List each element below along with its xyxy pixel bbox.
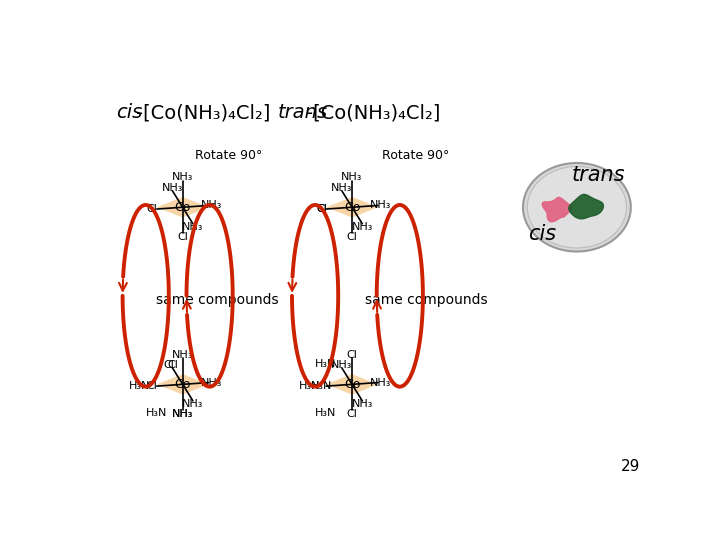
Text: Cl: Cl <box>147 204 158 214</box>
Text: Cl: Cl <box>164 360 175 370</box>
Text: NH₃: NH₃ <box>331 360 353 370</box>
Text: NH₃: NH₃ <box>201 200 222 211</box>
Polygon shape <box>542 197 572 222</box>
Text: same compounds: same compounds <box>366 293 488 307</box>
Text: H₃N: H₃N <box>315 359 336 369</box>
Text: NH₃: NH₃ <box>172 409 194 419</box>
Text: H₃N: H₃N <box>129 381 150 391</box>
Text: Co: Co <box>174 201 191 214</box>
Text: H₃N: H₃N <box>315 408 336 418</box>
Text: cis: cis <box>528 224 557 244</box>
Text: NH₃: NH₃ <box>370 200 392 211</box>
Ellipse shape <box>523 163 631 252</box>
Polygon shape <box>326 374 378 395</box>
Text: H₃N: H₃N <box>299 381 320 391</box>
Text: NH₃: NH₃ <box>331 183 353 193</box>
Polygon shape <box>157 374 209 395</box>
Text: H₃N: H₃N <box>145 408 167 418</box>
Text: Cl: Cl <box>167 360 178 370</box>
Polygon shape <box>569 194 603 219</box>
Text: Cl: Cl <box>147 381 158 391</box>
Text: Cl: Cl <box>316 204 327 214</box>
Text: NH₃: NH₃ <box>182 222 204 232</box>
Ellipse shape <box>527 166 626 248</box>
Text: -[Co(NH₃)₄Cl₂]: -[Co(NH₃)₄Cl₂] <box>306 103 440 122</box>
Text: same compounds: same compounds <box>156 293 279 307</box>
Text: NH₃: NH₃ <box>351 222 373 232</box>
Text: 29: 29 <box>621 459 641 474</box>
Text: Co: Co <box>344 378 360 391</box>
Text: Co: Co <box>174 378 191 391</box>
Text: Cl: Cl <box>316 204 327 214</box>
Text: NH₃: NH₃ <box>341 172 363 183</box>
Text: NH₃: NH₃ <box>182 399 204 409</box>
Text: Cl: Cl <box>177 232 188 242</box>
Text: NH₃: NH₃ <box>370 377 392 388</box>
Text: Rotate 90°: Rotate 90° <box>195 149 263 162</box>
Text: Cl: Cl <box>346 409 358 419</box>
Text: Cl: Cl <box>346 232 358 242</box>
Text: Rotate 90°: Rotate 90° <box>382 149 449 162</box>
Text: NH₃: NH₃ <box>172 172 194 183</box>
Text: H₃N: H₃N <box>311 381 332 391</box>
Text: Cl: Cl <box>346 349 358 360</box>
Text: -[Co(NH₃)₄Cl₂]: -[Co(NH₃)₄Cl₂] <box>137 103 271 122</box>
Text: trans: trans <box>572 165 625 185</box>
Text: NH₃: NH₃ <box>201 377 222 388</box>
Text: NH₃: NH₃ <box>162 183 183 193</box>
Text: cis: cis <box>117 103 143 122</box>
Text: NH₃: NH₃ <box>351 399 373 409</box>
Text: Co: Co <box>344 201 360 214</box>
Text: NH₃: NH₃ <box>172 409 194 419</box>
Text: NH₃: NH₃ <box>172 349 194 360</box>
Text: trans: trans <box>278 103 328 122</box>
Polygon shape <box>326 197 378 218</box>
Polygon shape <box>157 197 209 218</box>
